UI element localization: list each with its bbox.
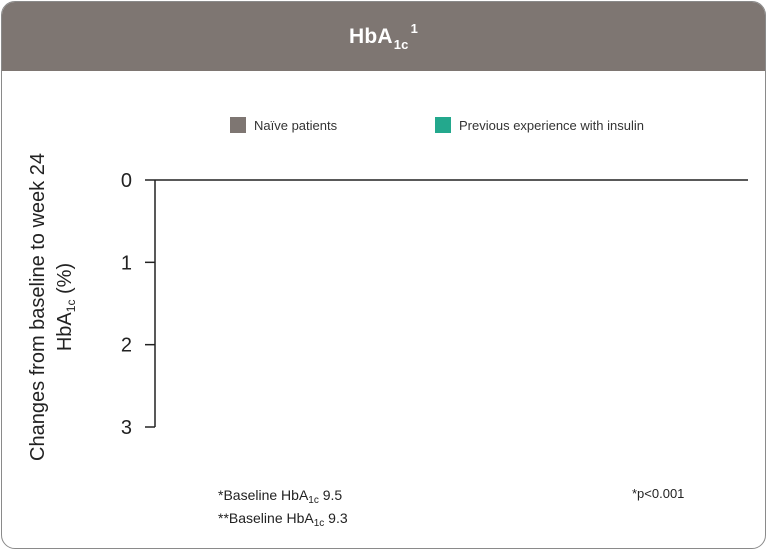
legend-label-insulin: Previous experience with insulin bbox=[459, 117, 644, 133]
legend-item-naive: Naïve patients bbox=[230, 117, 337, 133]
legend-item-insulin: Previous experience with insulin bbox=[435, 117, 644, 133]
y-tick-label: 2 bbox=[121, 335, 132, 357]
footnote-baseline-naive-value: 9.5 bbox=[318, 487, 343, 503]
legend-label-naive: Naïve patients bbox=[254, 117, 338, 133]
footnote-baseline-insulin-value: 9.3 bbox=[324, 510, 348, 526]
footnote-pvalue: *p<0.001 bbox=[632, 486, 685, 501]
legend-swatch-insulin bbox=[435, 117, 451, 133]
footnote-baseline-naive: *Baseline HbA1c 9.5 bbox=[218, 487, 342, 506]
y-axis-label: Changes from baseline to week 24 HbA1c (… bbox=[25, 147, 85, 467]
footnote-baseline-insulin: **Baseline HbA1c 9.3 bbox=[218, 510, 348, 529]
footnote-baseline-naive-sub: 1c bbox=[308, 495, 319, 506]
footnote-baseline-insulin-sub: 1c bbox=[313, 518, 325, 529]
title-subscript: 1c bbox=[393, 37, 409, 52]
y-axis-label-unit: (%) bbox=[54, 262, 76, 300]
legend-swatch-naive bbox=[230, 117, 246, 133]
y-axis-label-line2: HbA1c (%) bbox=[52, 263, 85, 351]
title-main: HbA bbox=[348, 25, 393, 48]
title-superscript: 1 bbox=[410, 21, 419, 36]
chart-header: HbA1c1 bbox=[2, 2, 765, 71]
y-axis-label-hba: HbA bbox=[54, 312, 76, 352]
y-tick-label: 3 bbox=[121, 417, 132, 439]
footnote-baseline-naive-prefix: *Baseline HbA bbox=[218, 487, 309, 503]
y-tick-label: 0 bbox=[121, 170, 132, 192]
footnote-baseline-insulin-prefix: **Baseline HbA bbox=[218, 510, 314, 526]
y-axis-label-sub: 1c bbox=[64, 299, 78, 313]
chart-title: HbA1c1 bbox=[349, 21, 418, 52]
chart-axes: 0 1 2 3 bbox=[121, 170, 748, 439]
y-axis-label-line1: Changes from baseline to week 24 bbox=[27, 153, 49, 461]
y-tick-label: 1 bbox=[121, 252, 132, 274]
